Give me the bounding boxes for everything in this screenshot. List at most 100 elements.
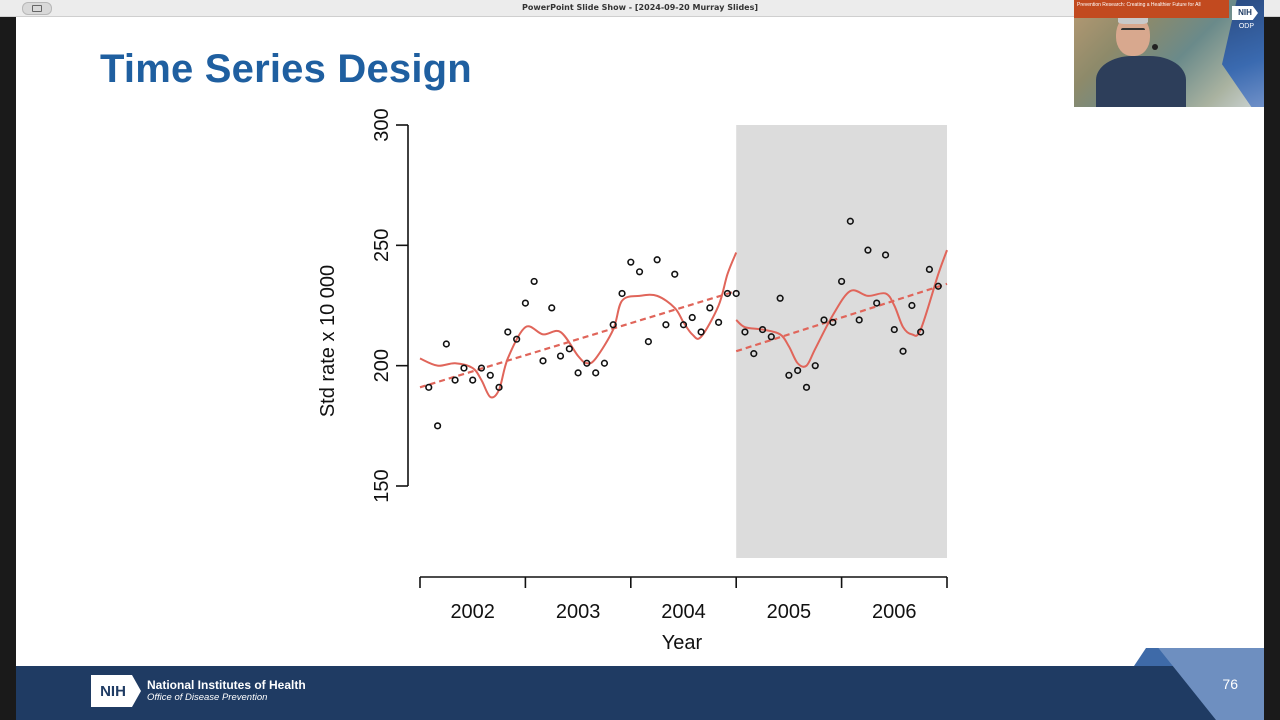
data-point bbox=[469, 376, 477, 384]
data-point bbox=[618, 289, 626, 298]
data-point bbox=[425, 383, 433, 391]
slide-number: 76 bbox=[1222, 676, 1238, 692]
data-point bbox=[530, 277, 538, 286]
data-point bbox=[802, 383, 811, 391]
data-point bbox=[820, 316, 828, 324]
data-point bbox=[767, 333, 775, 341]
presenter-body bbox=[1096, 56, 1186, 107]
window-control-button[interactable] bbox=[22, 2, 52, 15]
data-point bbox=[829, 318, 837, 326]
data-point bbox=[627, 258, 635, 266]
y-axis-label: Std rate x 10 000 bbox=[317, 265, 339, 417]
data-point bbox=[750, 350, 758, 358]
video-odp-label: ODP bbox=[1238, 23, 1254, 30]
y-tick-label: 250 bbox=[371, 229, 393, 262]
org-subtitle: Office of Disease Prevention bbox=[147, 692, 268, 703]
data-point bbox=[785, 371, 793, 379]
data-point bbox=[635, 268, 644, 276]
data-point bbox=[539, 357, 547, 365]
presenter-video: Prevention Research: Creating a Healthie… bbox=[1074, 0, 1264, 107]
point-layer bbox=[425, 217, 942, 430]
data-point bbox=[794, 366, 802, 375]
org-name: National Institutes of Health bbox=[147, 678, 306, 692]
x-tick-label: 2006 bbox=[872, 601, 917, 623]
intervention-period-shade bbox=[736, 125, 947, 558]
slide-footer: NIH National Institutes of Health Office… bbox=[16, 648, 1264, 720]
data-point bbox=[521, 299, 530, 307]
nih-badge-text: NIH bbox=[100, 682, 126, 700]
data-point bbox=[855, 316, 863, 324]
x-tick-label: 2003 bbox=[556, 601, 601, 623]
data-point bbox=[776, 294, 784, 302]
data-point bbox=[460, 364, 468, 372]
axis-layer: 150 200 250 300 2002 2003 2004 2005 2006 bbox=[371, 108, 948, 623]
time-series-chart: 150 200 250 300 2002 2003 2004 2005 2006 Std rat… bbox=[317, 108, 948, 654]
x-tick-label: 2004 bbox=[661, 601, 706, 623]
data-point bbox=[706, 304, 714, 312]
x-tick-label: 2005 bbox=[767, 601, 812, 623]
nih-logo: NIH National Institutes of Health Office… bbox=[91, 675, 306, 707]
trend-line-post bbox=[735, 282, 948, 353]
data-point bbox=[873, 299, 881, 307]
data-point bbox=[688, 313, 696, 322]
data-point bbox=[732, 289, 740, 298]
data-point bbox=[565, 345, 573, 353]
line-layer bbox=[419, 249, 948, 399]
data-point bbox=[925, 265, 933, 273]
data-point bbox=[653, 256, 661, 264]
data-point bbox=[837, 277, 846, 286]
presenter-glasses bbox=[1121, 28, 1145, 35]
data-point bbox=[548, 304, 556, 312]
data-point bbox=[671, 270, 679, 278]
nih-badge-icon: NIH bbox=[91, 675, 141, 707]
data-point bbox=[442, 340, 450, 348]
headset-mic-icon bbox=[1152, 44, 1158, 50]
trend-line-pre bbox=[419, 290, 737, 389]
data-point bbox=[574, 369, 582, 377]
intervention-shade-layer bbox=[736, 125, 947, 558]
video-nih-logo: NIH bbox=[1232, 6, 1258, 20]
smooth-fit-pre bbox=[419, 252, 738, 399]
data-point bbox=[934, 282, 942, 290]
data-point bbox=[917, 328, 925, 336]
window-title: PowerPoint Slide Show - [2024-09-20 Murr… bbox=[521, 3, 759, 12]
data-point bbox=[890, 325, 898, 334]
data-point bbox=[583, 359, 591, 367]
data-point bbox=[495, 383, 503, 391]
data-point bbox=[908, 301, 916, 310]
data-point bbox=[864, 246, 872, 254]
data-point bbox=[644, 338, 653, 346]
data-point bbox=[697, 328, 705, 336]
x-tick-label: 2002 bbox=[450, 601, 495, 623]
data-point bbox=[434, 422, 442, 430]
video-banner: Prevention Research: Creating a Healthie… bbox=[1074, 0, 1229, 18]
data-point bbox=[592, 369, 600, 377]
data-point bbox=[723, 289, 732, 298]
data-point bbox=[846, 217, 854, 225]
slide-title: Time Series Design bbox=[100, 47, 472, 91]
data-point bbox=[758, 325, 767, 334]
y-tick-label: 150 bbox=[371, 469, 393, 502]
y-tick-label: 300 bbox=[371, 108, 393, 141]
x-axis-label: Year bbox=[662, 632, 703, 654]
data-point bbox=[899, 347, 907, 355]
data-point bbox=[609, 321, 617, 329]
data-point bbox=[679, 321, 688, 329]
data-point bbox=[486, 371, 494, 379]
smooth-fit-post bbox=[735, 249, 948, 368]
org-text: National Institutes of Health Office of … bbox=[147, 678, 306, 704]
data-point bbox=[741, 328, 749, 336]
window-titlebar: PowerPoint Slide Show - [2024-09-20 Murr… bbox=[0, 0, 1280, 17]
data-point bbox=[881, 251, 890, 259]
window-icon bbox=[32, 5, 42, 12]
data-point bbox=[714, 318, 723, 326]
data-point bbox=[600, 359, 609, 367]
y-tick-label: 200 bbox=[371, 349, 393, 382]
data-point bbox=[513, 335, 521, 343]
data-point bbox=[811, 362, 819, 370]
data-point bbox=[662, 321, 670, 329]
slide: Time Series Design 150 200 250 300 2002 2003 2… bbox=[16, 17, 1264, 720]
data-point bbox=[451, 376, 459, 384]
data-point bbox=[477, 364, 486, 372]
data-point bbox=[504, 328, 512, 336]
